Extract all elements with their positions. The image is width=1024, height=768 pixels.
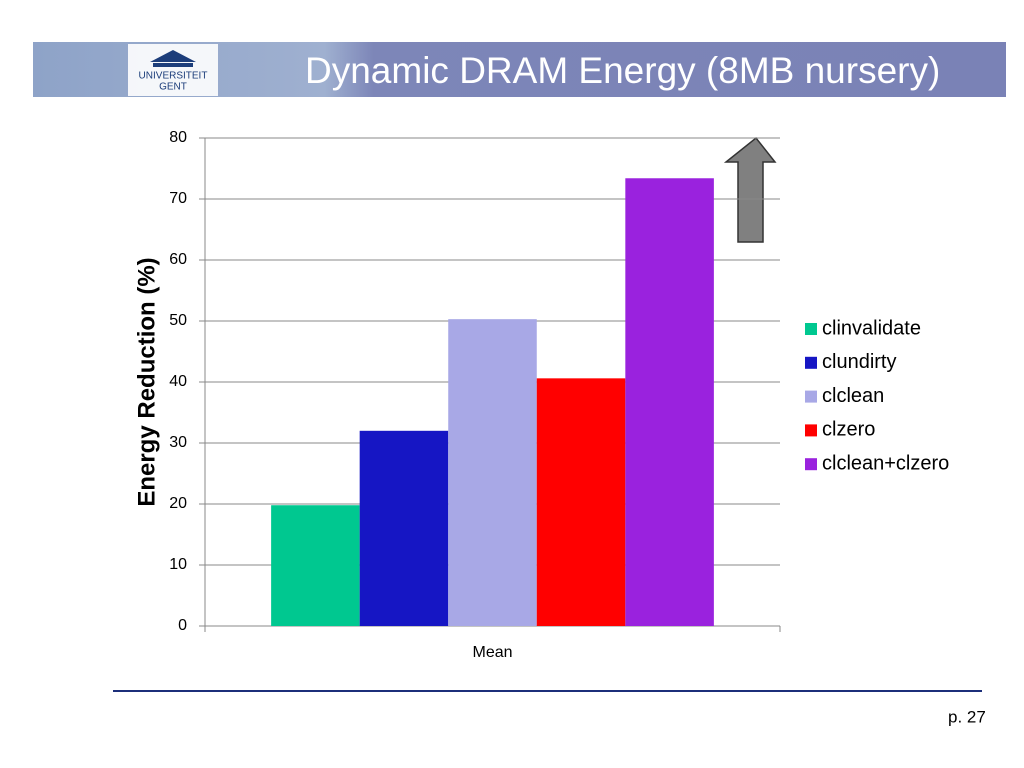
y-tick-label: 20: [169, 495, 187, 512]
bar: [625, 178, 714, 626]
legend-label: clclean+clzero: [822, 452, 949, 474]
slide-title: Dynamic DRAM Energy (8MB nursery): [305, 50, 940, 91]
y-tick-label: 0: [178, 617, 187, 634]
bar: [448, 319, 537, 626]
y-tick-label: 80: [169, 129, 187, 146]
bar: [536, 378, 626, 626]
y-tick-label: 30: [169, 434, 187, 451]
y-tick-label: 50: [169, 312, 187, 329]
legend-label: clinvalidate: [822, 317, 921, 339]
legend-swatch: [805, 356, 817, 369]
bar: [359, 430, 449, 626]
legend-swatch: [805, 323, 817, 335]
legend-swatch: [805, 390, 817, 403]
legend-swatch: [805, 424, 817, 437]
logo-icon: [150, 50, 196, 67]
legend-swatch: [805, 458, 817, 471]
arrow: [723, 136, 777, 243]
y-tick-label: 70: [169, 190, 187, 207]
y-tick-label: 10: [169, 556, 187, 573]
legend-label: clzero: [822, 419, 875, 441]
y-tick-label: 60: [169, 251, 187, 268]
y-tick-label: 40: [169, 373, 187, 390]
page-number: p. 27: [948, 707, 986, 726]
legend-label: clclean: [822, 385, 884, 407]
x-tick-label: Mean: [472, 644, 512, 661]
logo-text: GENT: [159, 82, 187, 93]
bar: [271, 505, 360, 626]
y-axis-label: Energy Reduction (%): [133, 257, 160, 506]
legend-label: clundirty: [822, 351, 896, 373]
logo-text: UNIVERSITEIT: [139, 71, 208, 82]
